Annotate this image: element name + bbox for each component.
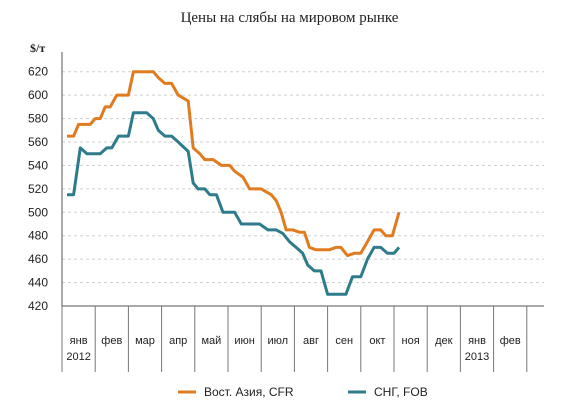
y-tick-label: 620 xyxy=(28,65,48,79)
x-tick-label: окт xyxy=(369,335,385,347)
y-tick-label: 500 xyxy=(28,205,48,219)
x-tick-label: ноя xyxy=(402,335,420,347)
y-tick-label: 480 xyxy=(28,229,48,243)
y-tick-label: 440 xyxy=(28,276,48,290)
x-tick-label: май xyxy=(201,335,221,347)
x-tick-label: июн xyxy=(234,335,254,347)
x-tick-label: янв xyxy=(70,335,88,347)
x-tick-label: фев xyxy=(500,335,521,347)
x-tick-label: дек xyxy=(435,335,453,347)
x-tick-label: апр xyxy=(169,335,187,347)
y-tick-label: 580 xyxy=(28,112,48,126)
x-tick-sublabel: 2013 xyxy=(465,351,489,363)
y-tick-label: 420 xyxy=(28,299,48,313)
y-tick-label: 520 xyxy=(28,182,48,196)
legend-label: СНГ, FOB xyxy=(374,385,428,399)
x-tick-label: фев xyxy=(101,335,122,347)
series-line-1 xyxy=(67,70,401,258)
y-axis-unit: $/т xyxy=(30,41,45,55)
x-tick-label: июл xyxy=(268,335,289,347)
x-tick-label: янв xyxy=(468,335,486,347)
y-tick-label: 540 xyxy=(28,158,48,172)
x-tick-label: сен xyxy=(335,335,353,347)
x-tick-label: авг xyxy=(303,335,319,347)
legend-label: Вост. Азия, CFR xyxy=(204,385,294,399)
x-tick-sublabel: 2012 xyxy=(66,351,90,363)
y-tick-label: 460 xyxy=(28,252,48,266)
x-tick-label: мар xyxy=(135,335,155,347)
y-tick-label: 600 xyxy=(28,88,48,102)
series-line-2 xyxy=(67,111,401,296)
chart-title: Цены на слябы на мировом рынке xyxy=(180,10,399,26)
y-tick-label: 560 xyxy=(28,135,48,149)
